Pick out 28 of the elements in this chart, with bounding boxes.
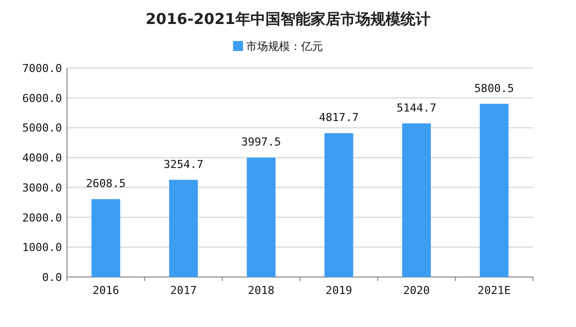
y-tick-label: 4000.0 [22,152,62,165]
y-tick-label: 5000.0 [22,122,62,135]
y-tick-label: 1000.0 [22,241,62,254]
chart-title: 2016-2021年中国智能家居市场规模统计 [146,10,430,28]
x-tick-label: 2018 [248,284,274,297]
x-tick-label: 2016 [92,284,120,297]
x-tick-label: 2017 [170,284,197,297]
legend-label: 市场规模：亿元 [246,40,323,53]
x-tick-label: 2021E [478,284,511,297]
x-tick-label: 2020 [403,284,430,297]
data-label: 3254.7 [164,158,204,171]
data-label: 5144.7 [396,101,436,114]
data-label: 4817.7 [318,111,359,124]
bar [480,104,509,277]
y-tick-label: 7000.0 [22,62,62,75]
y-tick-label: 0.0 [42,271,62,284]
bar [324,133,354,277]
x-tick-label: 2019 [326,284,352,297]
y-tick-label: 3000.0 [22,181,62,194]
bar [169,180,198,277]
bar [91,199,120,277]
y-tick-label: 2000.0 [22,211,62,224]
bar [402,123,431,277]
bar [246,158,276,277]
data-label: 3997.5 [241,136,282,149]
data-label: 5800.5 [474,82,514,95]
y-tick-label: 6000.0 [22,92,62,105]
data-label: 2608.5 [86,177,126,190]
